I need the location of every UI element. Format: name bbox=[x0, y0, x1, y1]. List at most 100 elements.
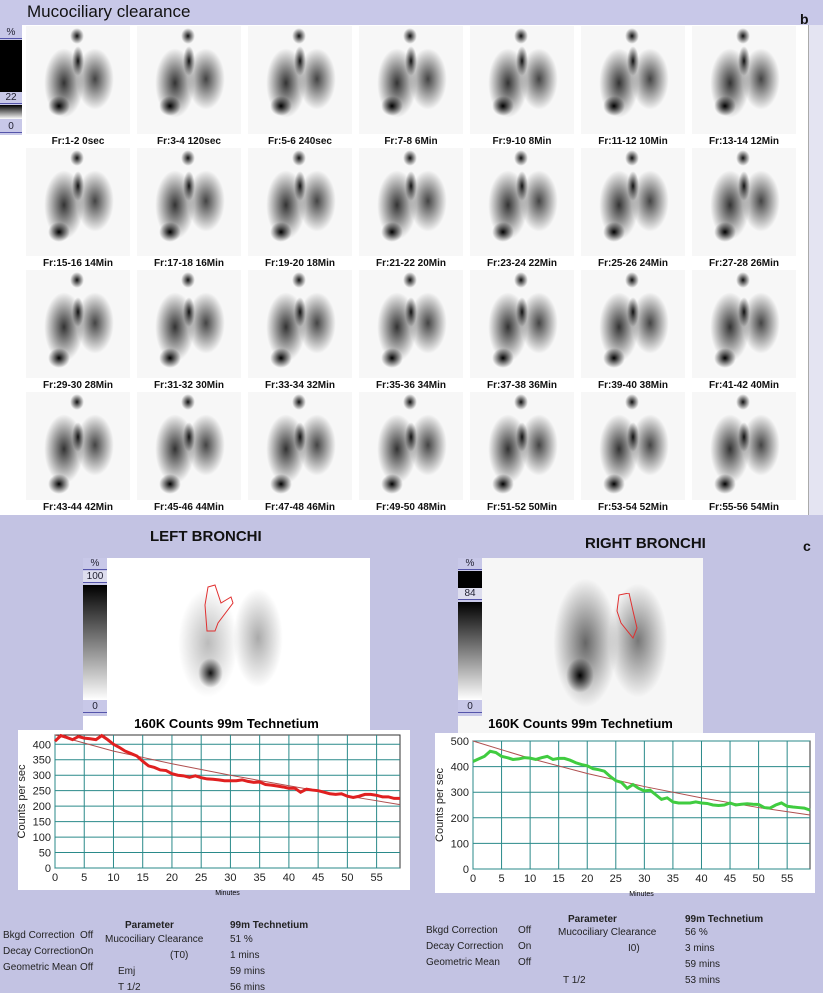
scan-frame: Fr:5-6 240sec bbox=[246, 26, 354, 147]
scan-frame: Fr:25-26 24Min bbox=[579, 148, 687, 269]
frame-label: Fr:25-26 24Min bbox=[597, 258, 669, 269]
right-bronchi-heading: RIGHT BRONCHI bbox=[585, 535, 706, 552]
vertical-scrollbar[interactable] bbox=[808, 25, 823, 515]
frame-label: Fr:7-8 6Min bbox=[384, 136, 438, 147]
frame-label: Fr:51-52 50Min bbox=[486, 502, 558, 513]
lung-scan-image bbox=[26, 26, 130, 134]
x-tick-label: 30 bbox=[638, 873, 650, 885]
lung-scan-image bbox=[470, 392, 574, 500]
frame-label: Fr:27-28 26Min bbox=[708, 258, 780, 269]
setting-label: Decay Correction bbox=[3, 946, 81, 957]
parameter-value: 56 % bbox=[685, 927, 708, 938]
panel-letter-c: c bbox=[803, 538, 811, 554]
setting-label: Decay Correction bbox=[426, 941, 504, 952]
scan-frame: Fr:11-12 10Min bbox=[579, 26, 687, 147]
x-axis-label: Minutes bbox=[629, 891, 654, 898]
lung-scan-image bbox=[581, 270, 685, 378]
lung-scan-image bbox=[26, 392, 130, 500]
colorbar-min: 0 bbox=[0, 121, 22, 133]
setting-value: On bbox=[518, 941, 532, 952]
parameter-value: 51 % bbox=[230, 934, 253, 945]
frame-label: Fr:39-40 38Min bbox=[597, 380, 669, 391]
lung-scan-image bbox=[470, 148, 574, 256]
scan-caption: 160K Counts 99m Technetium bbox=[488, 716, 673, 731]
lung-scan-image bbox=[359, 270, 463, 378]
scan-frame: Fr:47-48 46Min bbox=[246, 392, 354, 513]
right-chart-box: 0 5 10 15 20 25 30 35 40 45 50 55 0 100 200 300 400 500 Mi… bbox=[434, 733, 815, 898]
plot-area bbox=[54, 734, 401, 869]
lung-scan-image bbox=[137, 392, 241, 500]
frame-label: Fr:21-22 20Min bbox=[375, 258, 447, 269]
lung-scan-image bbox=[248, 392, 352, 500]
frame-label: Fr:29-30 28Min bbox=[42, 380, 114, 391]
left-bronchi-scan: % 100 0 160K Counts 99m Technetium bbox=[83, 558, 370, 733]
parameter-name: Mucociliary Clearance bbox=[558, 927, 657, 938]
colorbar-max: 22 bbox=[0, 92, 22, 104]
y-tick-label: 100 bbox=[33, 832, 51, 844]
setting-value: Off bbox=[80, 962, 94, 973]
setting-value: Off bbox=[518, 925, 532, 936]
lung-image bbox=[233, 588, 283, 688]
lung-scan-image bbox=[137, 270, 241, 378]
lung-scan-image bbox=[692, 148, 796, 256]
x-tick-label: 20 bbox=[166, 872, 178, 884]
colorbar-min: 0 bbox=[458, 701, 482, 713]
setting-label: Geometric Mean bbox=[426, 957, 500, 968]
scan-frame: Fr:19-20 18Min bbox=[246, 148, 354, 269]
y-tick-label: 100 bbox=[451, 838, 469, 850]
lung-scan-image bbox=[692, 26, 796, 134]
x-tick-label: 5 bbox=[81, 872, 87, 884]
y-tick-label: 400 bbox=[33, 739, 51, 751]
y-tick-label: 350 bbox=[33, 755, 51, 767]
x-tick-label: 45 bbox=[724, 873, 736, 885]
frame-label: Fr:3-4 120sec bbox=[157, 136, 221, 147]
parameter-value: 59 mins bbox=[230, 966, 266, 977]
x-tick-label: 0 bbox=[470, 873, 476, 885]
parameter-header: Parameter bbox=[125, 920, 174, 931]
x-tick-label: 25 bbox=[195, 872, 207, 884]
scan-frame: Fr:49-50 48Min bbox=[357, 392, 465, 513]
lung-scan-image bbox=[692, 270, 796, 378]
x-tick-label: 0 bbox=[52, 872, 58, 884]
y-tick-label: 150 bbox=[33, 817, 51, 829]
frame-label: Fr:5-6 240sec bbox=[268, 136, 332, 147]
x-tick-label: 55 bbox=[781, 873, 793, 885]
parameter-value: 59 mins bbox=[685, 959, 721, 970]
scan-frame: Fr:43-44 42Min bbox=[24, 392, 132, 513]
setting-label: Geometric Mean bbox=[3, 962, 77, 973]
colorbar-max: 100 bbox=[83, 571, 107, 583]
scan-frame: Fr:1-2 0sec bbox=[24, 26, 132, 147]
frame-label: Fr:37-38 36Min bbox=[486, 380, 558, 391]
colorbar-gradient bbox=[458, 602, 482, 700]
x-tick-label: 10 bbox=[524, 873, 536, 885]
parameter-value: 3 mins bbox=[685, 943, 715, 954]
left-clearance-chart: 0 5 10 15 20 25 30 35 40 45 50 55050100150200250300… bbox=[16, 733, 401, 897]
lung-scan-image bbox=[581, 26, 685, 134]
lung-scan-image bbox=[470, 270, 574, 378]
scan-frame: Fr:7-8 6Min bbox=[357, 26, 465, 147]
lung-scan-image bbox=[359, 392, 463, 500]
lung-scan-image bbox=[26, 148, 130, 256]
frame-label: Fr:19-20 18Min bbox=[264, 258, 336, 269]
scan-frame: Fr:39-40 38Min bbox=[579, 270, 687, 391]
y-tick-label: 200 bbox=[33, 801, 51, 813]
y-tick-label: 250 bbox=[33, 786, 51, 798]
right-colorbar: % 84 0 bbox=[458, 558, 482, 716]
x-tick-label: 25 bbox=[610, 873, 622, 885]
scan-frame: Fr:9-10 8Min bbox=[468, 26, 576, 147]
stomach-blob bbox=[198, 658, 223, 688]
scan-frame: Fr:55-56 54Min bbox=[690, 392, 798, 513]
y-tick-label: 500 bbox=[451, 736, 469, 748]
y-tick-label: 300 bbox=[451, 787, 469, 799]
frame-label: Fr:31-32 30Min bbox=[153, 380, 225, 391]
frame-label: Fr:53-54 52Min bbox=[597, 502, 669, 513]
frame-label: Fr:23-24 22Min bbox=[486, 258, 558, 269]
parameter-value: 56 mins bbox=[230, 982, 266, 993]
frame-label: Fr:33-34 32Min bbox=[264, 380, 336, 391]
x-tick-label: 10 bbox=[107, 872, 119, 884]
y-tick-label: 200 bbox=[451, 813, 469, 825]
parameter-value: 1 mins bbox=[230, 950, 260, 961]
setting-label: Bkgd Correction bbox=[426, 925, 498, 936]
title-bar: Mucociliary clearance b bbox=[0, 0, 823, 27]
x-tick-label: 15 bbox=[553, 873, 565, 885]
